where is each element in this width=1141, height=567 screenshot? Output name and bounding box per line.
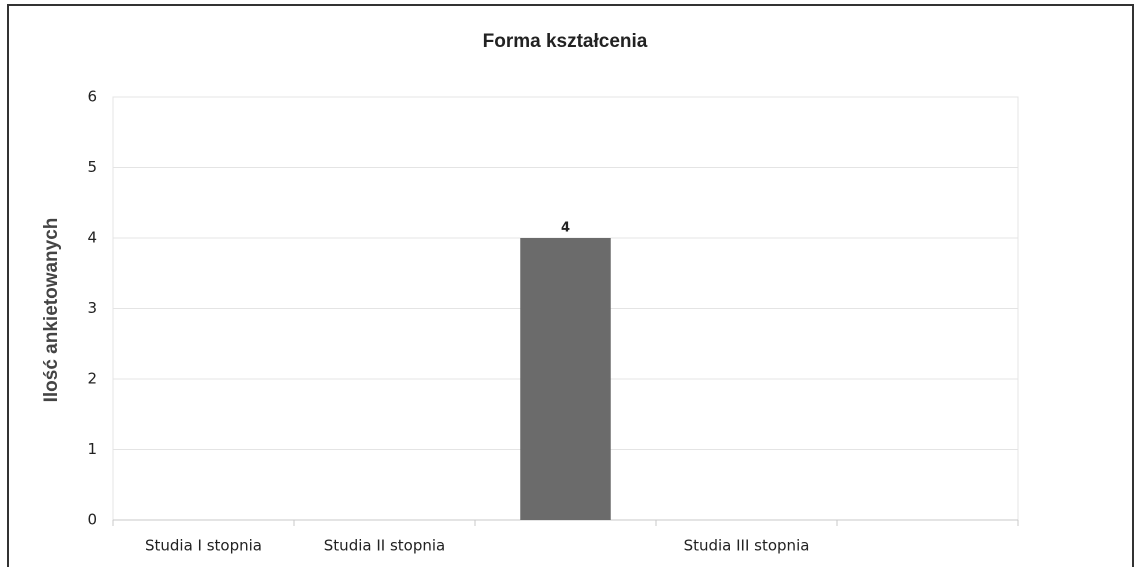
- y-tick-label: 1: [87, 440, 97, 458]
- bar: [520, 238, 611, 520]
- y-tick-label: 2: [87, 370, 97, 388]
- x-tick-label: Studia II stopnia: [324, 537, 445, 555]
- data-label: 4: [561, 221, 570, 236]
- y-tick-label: 5: [87, 158, 97, 176]
- y-tick-label: 0: [87, 511, 97, 529]
- x-tick-label: Studia I stopnia: [145, 537, 262, 555]
- y-tick-label: 4: [87, 229, 97, 247]
- y-tick-label: 6: [87, 88, 97, 106]
- frame: [7, 4, 1134, 567]
- y-axis-label: Ilość ankietowanych: [41, 218, 62, 403]
- x-tick-label: Studia III stopnia: [684, 537, 810, 555]
- chart-title: Forma kształcenia: [483, 31, 648, 52]
- y-tick-label: 3: [87, 299, 97, 317]
